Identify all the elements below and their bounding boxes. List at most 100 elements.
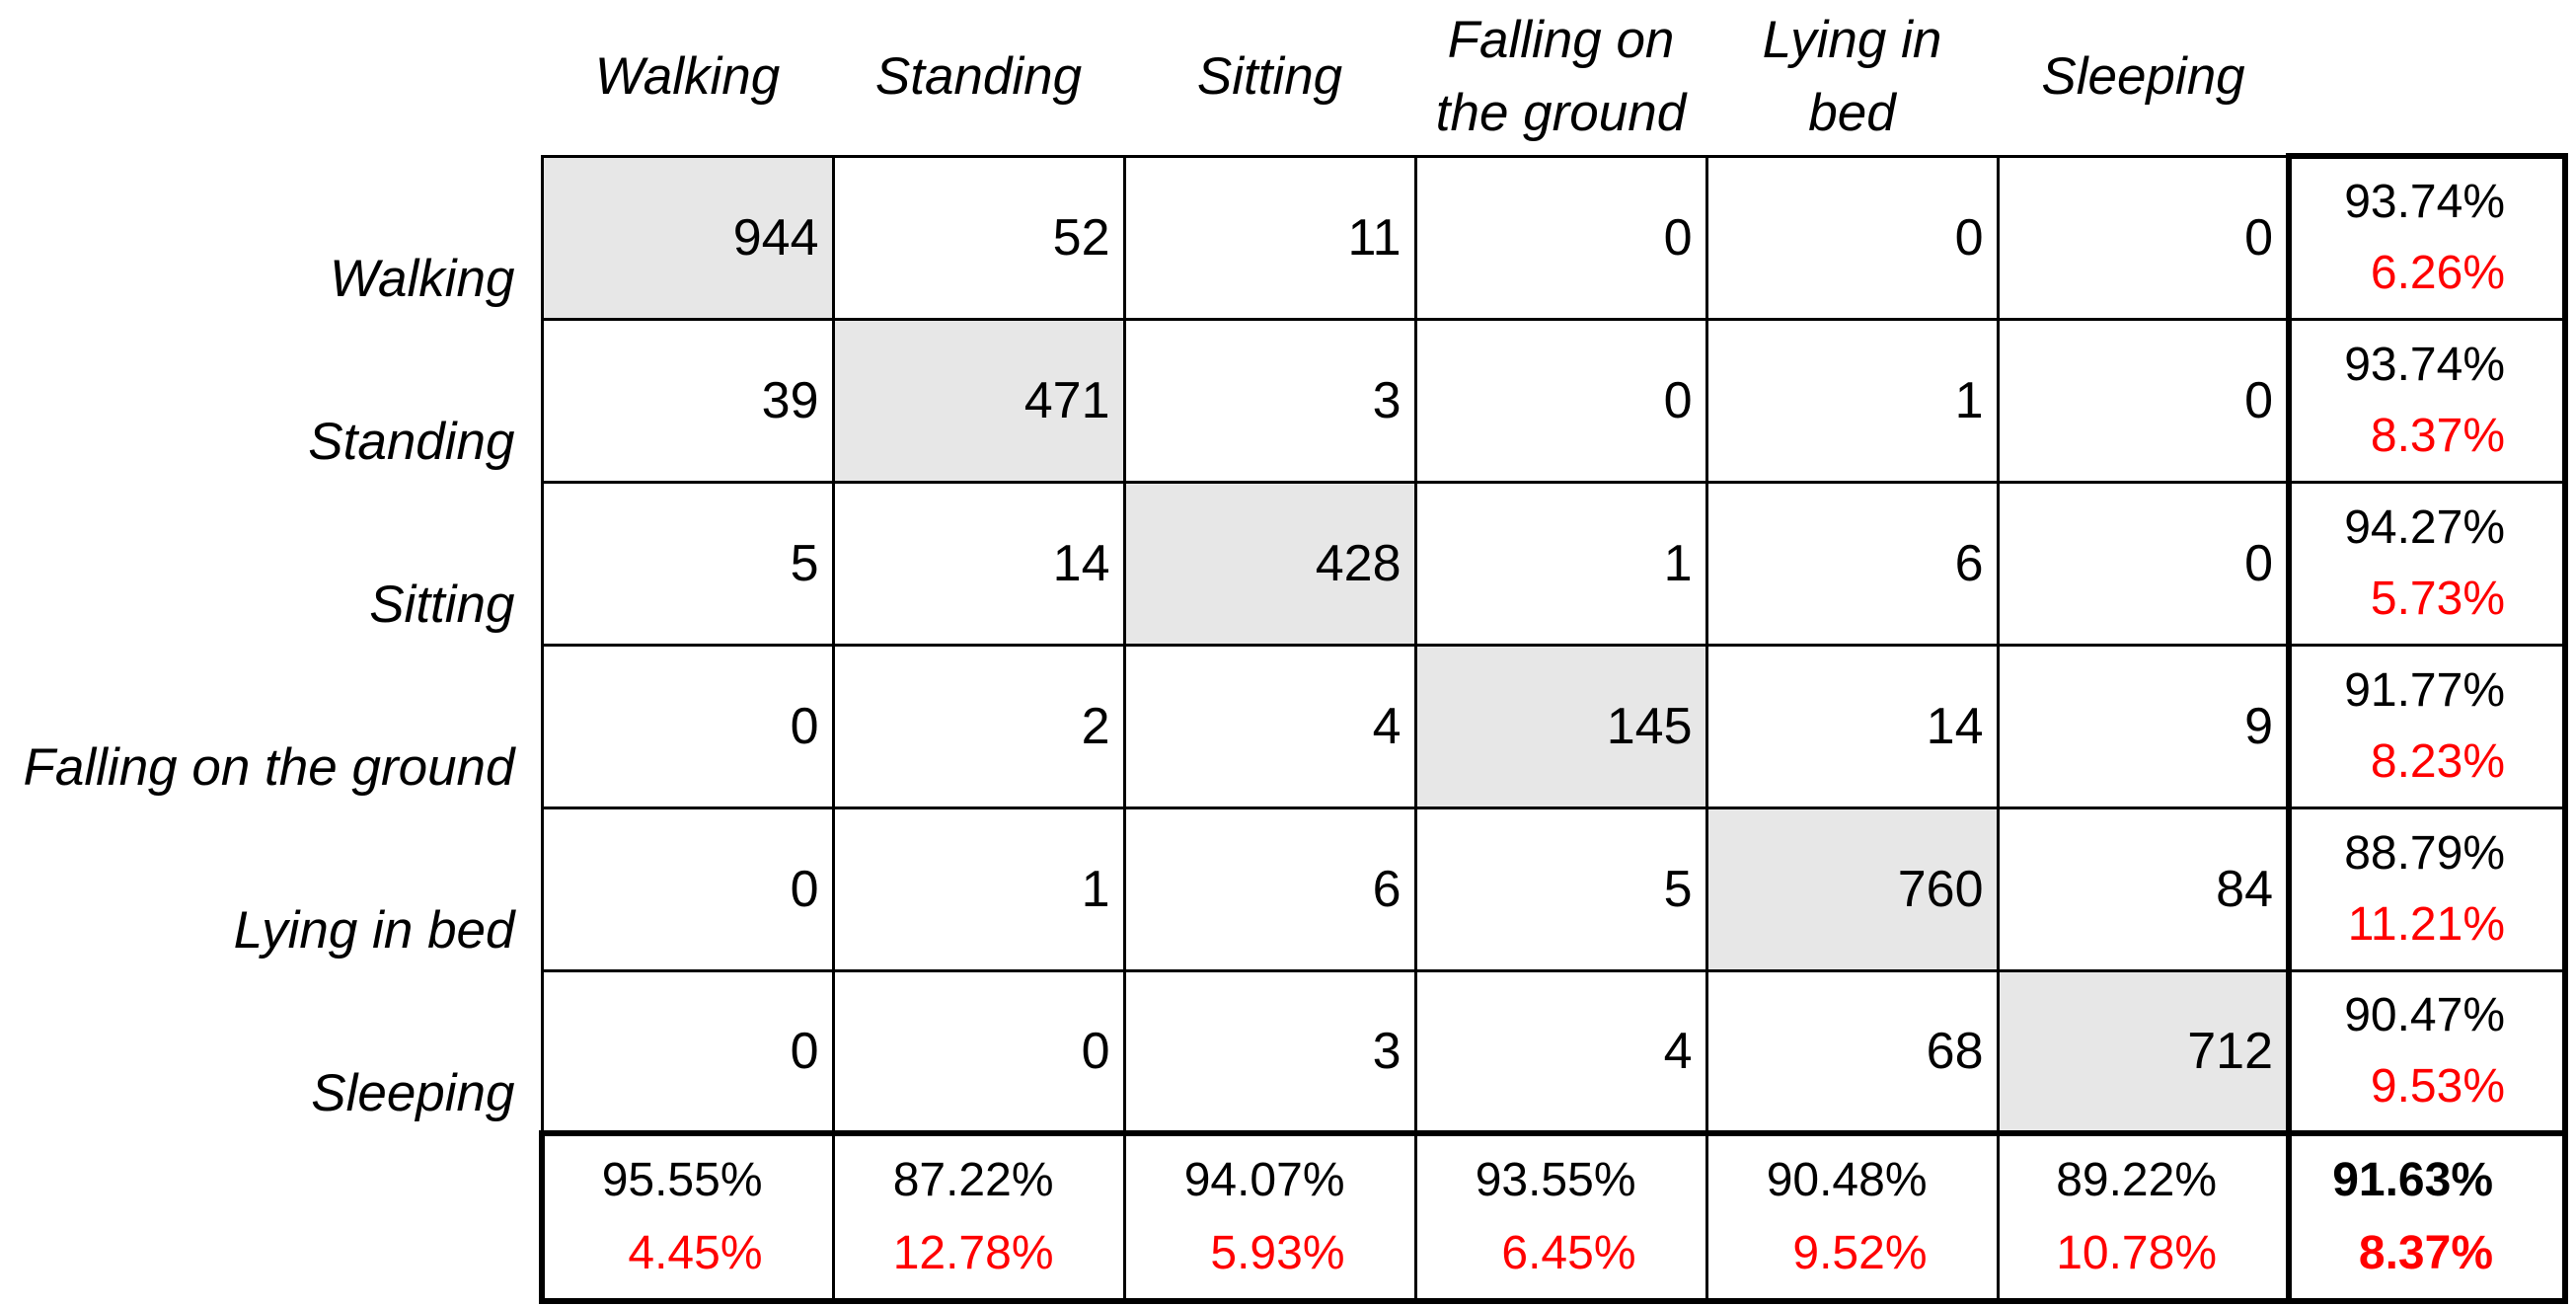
col-accuracy-cell: 87.22% 12.78% bbox=[831, 1130, 1126, 1304]
accuracy-value: 90.47% bbox=[2344, 988, 2505, 1041]
matrix-cell: 0 bbox=[831, 968, 1126, 1135]
overall-error-value: 8.37% bbox=[2358, 1227, 2493, 1279]
row-accuracy-cell: 88.79% 11.21% bbox=[2286, 806, 2568, 972]
row-label: Walking bbox=[329, 250, 515, 308]
corner-spacer bbox=[6, 0, 542, 156]
error-value: 11.21% bbox=[2347, 897, 2505, 951]
accuracy-value: 87.22% bbox=[892, 1154, 1054, 1206]
col-header-text: Standing bbox=[874, 47, 1083, 107]
col-accuracy-cell: 90.48% 9.52% bbox=[1705, 1130, 2000, 1304]
matrix-cell: 6 bbox=[1122, 806, 1417, 972]
matrix-cell: 14 bbox=[831, 480, 1126, 647]
accuracy-value: 93.74% bbox=[2344, 338, 2505, 391]
col-accuracy-cell: 89.22% 10.78% bbox=[1996, 1130, 2291, 1304]
row-accuracy-cell: 93.74% 8.37% bbox=[2286, 317, 2568, 484]
row-label: Falling on the ground bbox=[23, 738, 515, 797]
col-header-text: Lying in bbox=[1762, 11, 1942, 70]
col-header-text: Sleeping bbox=[2041, 47, 2245, 107]
bottom-left-spacer bbox=[6, 1133, 542, 1301]
error-value: 4.45% bbox=[628, 1227, 763, 1279]
error-value: 6.26% bbox=[2370, 247, 2505, 300]
row-accuracy-cell: 94.27% 5.73% bbox=[2286, 480, 2568, 647]
matrix-cell: 4 bbox=[1122, 643, 1417, 809]
matrix-cell: 0 bbox=[540, 806, 835, 972]
confusion-matrix-table: Walking Standing Sitting Falling on the … bbox=[6, 0, 2568, 1304]
matrix-cell: 5 bbox=[540, 480, 835, 647]
col-header-standing: Standing bbox=[833, 0, 1124, 156]
error-value: 6.45% bbox=[1501, 1227, 1636, 1279]
row-accuracy-cell: 90.47% 9.53% bbox=[2286, 968, 2568, 1135]
error-value: 10.78% bbox=[2056, 1227, 2217, 1279]
matrix-cell: 0 bbox=[1705, 154, 2000, 321]
matrix-cell: 0 bbox=[1413, 154, 1708, 321]
accuracy-value: 88.79% bbox=[2344, 826, 2505, 880]
matrix-cell: 52 bbox=[831, 154, 1126, 321]
matrix-cell: 3 bbox=[1122, 968, 1417, 1135]
row-accuracy-cell: 93.74% 6.26% bbox=[2286, 153, 2568, 321]
matrix-cell: 0 bbox=[540, 968, 835, 1135]
error-value: 5.73% bbox=[2370, 572, 2505, 625]
matrix-cell: 0 bbox=[1996, 317, 2291, 484]
overall-accuracy-value: 91.63% bbox=[2332, 1154, 2493, 1206]
matrix-cell: 1 bbox=[1413, 480, 1708, 647]
column-header-row: Walking Standing Sitting Falling on the … bbox=[6, 0, 2565, 156]
col-header-text: Walking bbox=[594, 47, 781, 107]
row-label: Sleeping bbox=[311, 1064, 515, 1122]
table-row-walking: Walking 944 52 11 0 0 0 93.74% 6.26% bbox=[6, 153, 2568, 321]
col-accuracy-cell: 95.55% 4.45% bbox=[539, 1130, 835, 1304]
table-row-sitting: Sitting 5 14 428 1 6 0 94.27% 5.73% bbox=[6, 480, 2568, 647]
matrix-cell-diagonal: 760 bbox=[1705, 806, 2000, 972]
col-header-sleeping: Sleeping bbox=[1998, 0, 2289, 156]
error-value: 8.37% bbox=[2370, 409, 2505, 462]
matrix-cell: 9 bbox=[1996, 643, 2291, 809]
matrix-cell: 0 bbox=[1996, 480, 2291, 647]
matrix-cell: 11 bbox=[1122, 154, 1417, 321]
col-header-text: the ground bbox=[1435, 84, 1687, 143]
accuracy-value: 95.55% bbox=[601, 1154, 763, 1206]
matrix-cell-diagonal: 145 bbox=[1413, 643, 1708, 809]
error-value: 9.53% bbox=[2370, 1059, 2505, 1113]
accuracy-value: 93.55% bbox=[1475, 1154, 1636, 1206]
col-header-text: Falling on bbox=[1447, 11, 1675, 70]
error-value: 5.93% bbox=[1210, 1227, 1345, 1279]
matrix-cell: 0 bbox=[1996, 154, 2291, 321]
accuracy-value: 91.77% bbox=[2344, 663, 2505, 717]
matrix-cell-diagonal: 944 bbox=[540, 154, 835, 321]
matrix-cell: 2 bbox=[831, 643, 1126, 809]
col-header-falling: Falling on the ground bbox=[1415, 0, 1706, 156]
col-header-text: bed bbox=[1808, 84, 1896, 143]
table-row-sleeping: Sleeping 0 0 3 4 68 712 90.47% 9.53% bbox=[6, 968, 2568, 1135]
matrix-cell: 39 bbox=[540, 317, 835, 484]
table-row-standing: Standing 39 471 3 0 1 0 93.74% 8.37% bbox=[6, 317, 2568, 484]
col-accuracy-cell: 93.55% 6.45% bbox=[1413, 1130, 1708, 1304]
row-accuracy-cell: 91.77% 8.23% bbox=[2286, 643, 2568, 809]
error-value: 8.23% bbox=[2370, 734, 2505, 788]
table-row-lying: Lying in bed 0 1 6 5 760 84 88.79% 11.21… bbox=[6, 806, 2568, 972]
matrix-cell: 6 bbox=[1705, 480, 2000, 647]
matrix-cell: 0 bbox=[1413, 317, 1708, 484]
matrix-cell-diagonal: 471 bbox=[831, 317, 1126, 484]
matrix-cell: 84 bbox=[1996, 806, 2291, 972]
accuracy-value: 90.48% bbox=[1766, 1154, 1928, 1206]
matrix-cell: 3 bbox=[1122, 317, 1417, 484]
col-accuracy-cell: 94.07% 5.93% bbox=[1122, 1130, 1417, 1304]
error-value: 12.78% bbox=[892, 1227, 1054, 1279]
col-header-text: Sitting bbox=[1196, 47, 1343, 107]
matrix-cell: 1 bbox=[1705, 317, 2000, 484]
matrix-cell-diagonal: 712 bbox=[1996, 968, 2291, 1135]
matrix-cell-diagonal: 428 bbox=[1122, 480, 1417, 647]
row-label: Sitting bbox=[369, 576, 515, 634]
matrix-cell: 5 bbox=[1413, 806, 1708, 972]
matrix-cell: 1 bbox=[831, 806, 1126, 972]
corner-spacer bbox=[2289, 0, 2565, 156]
col-header-sitting: Sitting bbox=[1124, 0, 1415, 156]
accuracy-value: 94.27% bbox=[2344, 500, 2505, 554]
matrix-cell: 4 bbox=[1413, 968, 1708, 1135]
row-label: Lying in bed bbox=[233, 901, 515, 960]
column-summary-row: 95.55% 4.45% 87.22% 12.78% 94.07% 5.93% … bbox=[6, 1130, 2568, 1304]
col-header-walking: Walking bbox=[542, 0, 833, 156]
matrix-cell: 0 bbox=[540, 643, 835, 809]
accuracy-value: 94.07% bbox=[1183, 1154, 1345, 1206]
accuracy-value: 93.74% bbox=[2344, 176, 2505, 229]
matrix-cell: 14 bbox=[1705, 643, 2000, 809]
